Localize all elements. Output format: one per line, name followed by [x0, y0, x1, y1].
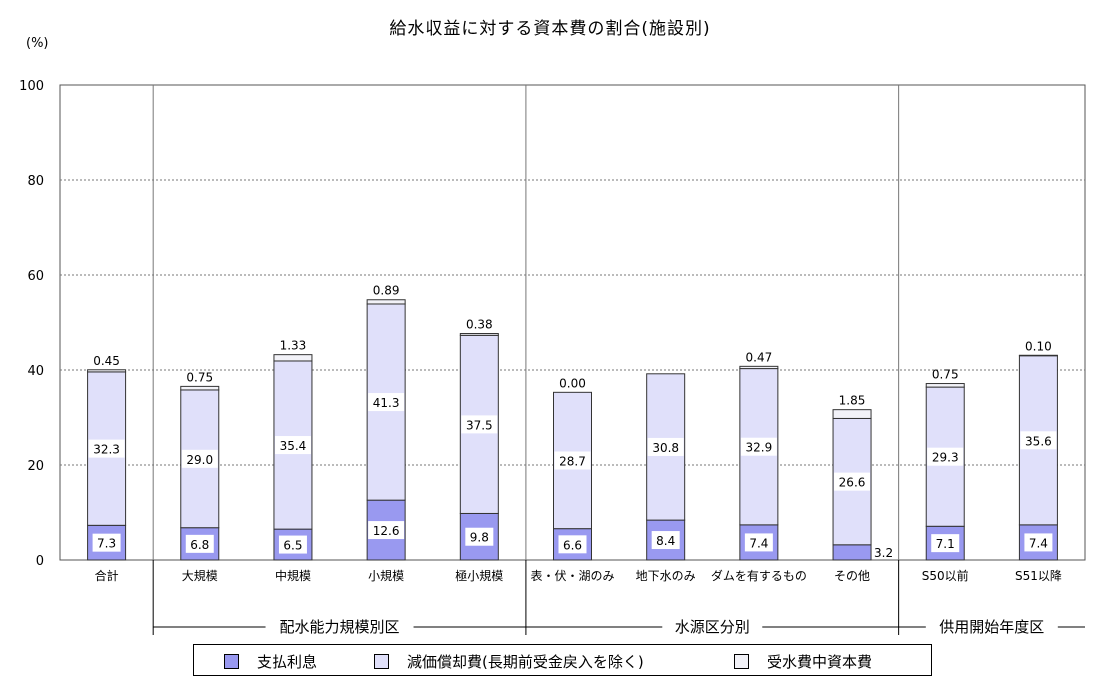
data-label-bg — [744, 533, 773, 552]
data-label: 0.45 — [93, 354, 120, 368]
data-label: 7.4 — [1029, 536, 1048, 550]
data-label: 7.4 — [749, 536, 768, 550]
group-label: 供用開始年度区 — [939, 618, 1044, 636]
y-tick-label: 80 — [27, 174, 44, 189]
bar-segment — [459, 333, 499, 336]
x-tick-label: 地下水のみ — [636, 569, 696, 583]
bar-segment — [273, 354, 313, 362]
data-label: 6.6 — [563, 538, 582, 552]
legend-item-depreciation: 減価償却費(長期前受金戻入を除く) — [374, 651, 644, 671]
data-label-bg — [1024, 533, 1053, 552]
data-label-bg — [1020, 431, 1057, 450]
data-label-bg — [927, 447, 964, 466]
x-tick-label: ダムを有するもの — [711, 568, 807, 583]
group-label: 水源区分別 — [675, 618, 750, 636]
y-tick-label: 20 — [27, 459, 44, 474]
x-tick-label: S51以降 — [1015, 569, 1062, 583]
chart-title: 給水収益に対する資本費の割合(施設別) — [389, 19, 711, 39]
data-label: 29.0 — [186, 453, 213, 467]
stacked-bar-chart: 0 20 40 60 80 100 合計 大規模 中規模 小規模 極小規模 表・伏・湖のみ 地下水のみ ダ… — [19, 79, 1086, 636]
data-label: 32.3 — [93, 443, 120, 457]
bar-segment — [832, 409, 872, 419]
y-tick-label: 0 — [36, 554, 44, 569]
legend-label-interest: 支払利息 — [257, 652, 318, 671]
data-label: 26.6 — [839, 476, 866, 490]
data-label-bg — [740, 437, 777, 456]
bar-segment — [925, 383, 965, 388]
data-label-bg — [181, 449, 218, 468]
bar-segment — [366, 299, 406, 305]
legend-swatch-purchased-water-capital — [734, 653, 749, 669]
x-tick-label: 中規模 — [275, 568, 311, 583]
data-label: 29.3 — [932, 451, 959, 465]
legend-swatch-interest — [224, 653, 239, 669]
data-label-bg — [558, 535, 587, 554]
y-tick-label: 60 — [27, 269, 44, 284]
data-label: 6.5 — [283, 539, 302, 553]
x-tick-label: 大規模 — [182, 568, 218, 583]
legend-item-interest: 支払利息 — [224, 651, 317, 671]
legend-swatch-depreciation — [374, 653, 389, 669]
data-label-bg — [461, 415, 498, 434]
data-label: 6.8 — [190, 538, 209, 552]
data-label: 0.10 — [1025, 339, 1052, 353]
data-label: 30.8 — [652, 441, 679, 455]
data-label-bg — [647, 437, 684, 456]
bar-segment — [87, 369, 127, 373]
data-label-bg — [651, 531, 680, 550]
x-tick-label: 表・伏・湖のみ — [530, 568, 614, 583]
data-label-bg — [92, 533, 121, 552]
x-tick-label: 小規模 — [368, 568, 404, 583]
data-label: 41.3 — [373, 396, 400, 410]
data-label: 0.75 — [932, 368, 959, 382]
data-label: 7.1 — [936, 537, 955, 551]
data-label-bg — [368, 521, 405, 540]
y-tick-label: 40 — [27, 364, 44, 379]
chart-legend: 支払利息 減価償却費(長期前受金戻入を除く) 受水費中資本費 — [193, 644, 932, 676]
bar-segment — [832, 544, 872, 561]
data-label: 0.47 — [746, 350, 773, 364]
data-label: 9.8 — [470, 531, 489, 545]
group-label: 配水能力規模別区 — [280, 618, 400, 636]
data-label: 7.3 — [97, 537, 116, 551]
data-label: 12.6 — [373, 524, 400, 538]
bar-segment — [739, 365, 779, 370]
x-tick-label: 合計 — [95, 568, 119, 583]
data-label-bg — [834, 472, 871, 491]
legend-label-depreciation: 減価償却費(長期前受金戻入を除く) — [407, 652, 644, 671]
data-label-bg — [368, 393, 405, 412]
x-tick-label: 極小規模 — [455, 568, 503, 583]
data-label: 28.7 — [559, 454, 586, 468]
y-axis-unit-label: (%) — [26, 36, 49, 51]
data-label: 0.38 — [466, 318, 493, 332]
y-tick-label: 100 — [19, 79, 44, 94]
data-label: 1.33 — [280, 339, 307, 353]
data-label: 3.2 — [874, 546, 893, 560]
data-label-bg — [931, 534, 960, 553]
x-tick-label: その他 — [834, 569, 870, 583]
data-label-bg — [278, 535, 307, 554]
bar-segment — [180, 385, 220, 391]
legend-item-purchased-water-capital: 受水費中資本費 — [734, 651, 872, 671]
data-label: 32.9 — [746, 441, 773, 455]
data-label: 0.75 — [186, 370, 213, 384]
x-tick-label: S50以前 — [922, 568, 969, 583]
data-label-bg — [274, 436, 311, 455]
data-label: 35.4 — [280, 439, 307, 453]
data-label-bg — [88, 439, 125, 458]
data-label: 1.85 — [839, 394, 866, 408]
data-label: 0.00 — [559, 376, 586, 390]
data-label: 37.5 — [466, 418, 493, 432]
data-label: 8.4 — [656, 534, 675, 548]
legend-label-purchased-water-capital: 受水費中資本費 — [767, 652, 873, 671]
data-label: 0.89 — [373, 284, 400, 298]
data-label: 35.6 — [1025, 434, 1052, 448]
data-label-bg — [185, 534, 214, 553]
data-label-bg — [465, 527, 494, 546]
data-label-bg — [554, 451, 591, 470]
